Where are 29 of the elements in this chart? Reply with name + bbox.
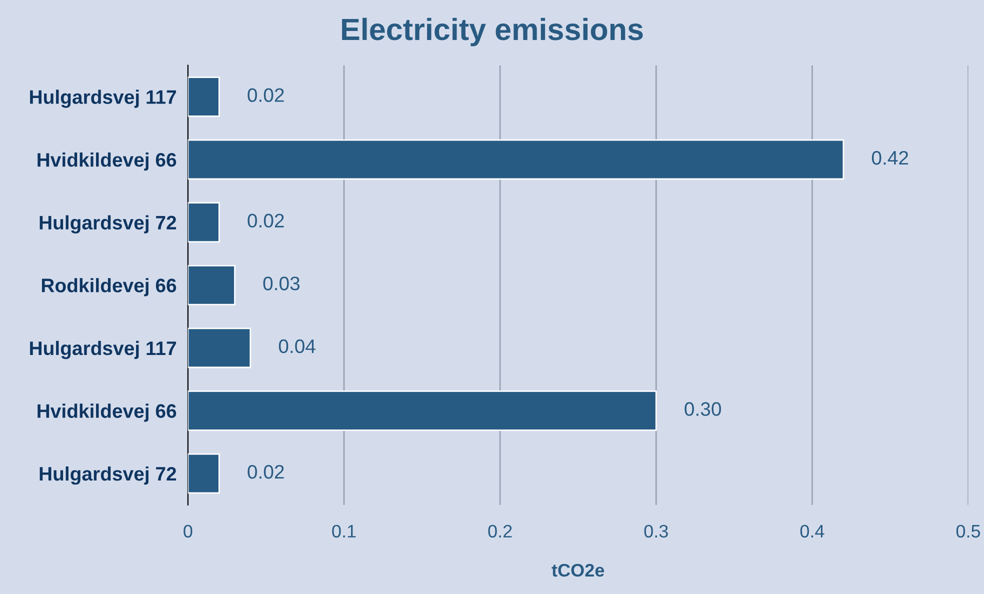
bar: [188, 202, 220, 242]
x-tick-label: 0: [184, 524, 192, 538]
y-tick-label: Hulgardsvej 72: [40, 215, 176, 234]
data-label: 0.30: [684, 402, 721, 416]
data-label: 0.04: [278, 339, 316, 354]
x-tick-label: 0.4: [800, 524, 824, 538]
data-label: 0.42: [872, 150, 908, 165]
y-tick-label: Hulgardsvej 117: [30, 340, 176, 360]
chart-title: Electricity emissions: [342, 18, 643, 46]
bar: [188, 328, 252, 368]
y-tick-label: Hulgardsvej 117: [30, 90, 176, 108]
bar: [188, 453, 220, 494]
data-label: 0.02: [248, 464, 284, 479]
bar: [188, 139, 844, 180]
data-label: 0.02: [248, 88, 284, 102]
x-tick-label: 0.1: [332, 524, 356, 538]
x-axis-title: tCO2e: [552, 564, 604, 577]
y-tick-label: Rodkildevej 66: [42, 278, 176, 296]
y-tick-label: Hvidkildevej 66: [38, 404, 176, 422]
x-tick-label: 0.5: [956, 524, 980, 538]
bar: [188, 76, 220, 117]
data-label: 0.02: [248, 214, 284, 228]
x-tick-label: 0.2: [488, 524, 512, 538]
data-label: 0.03: [263, 276, 300, 290]
x-tick-label: 0.3: [644, 524, 668, 538]
y-tick-label: Hvidkildevej 66: [38, 152, 176, 171]
bar: [188, 390, 657, 431]
bar: [188, 264, 236, 306]
y-tick-label: Hulgardsvej 72: [40, 466, 176, 485]
